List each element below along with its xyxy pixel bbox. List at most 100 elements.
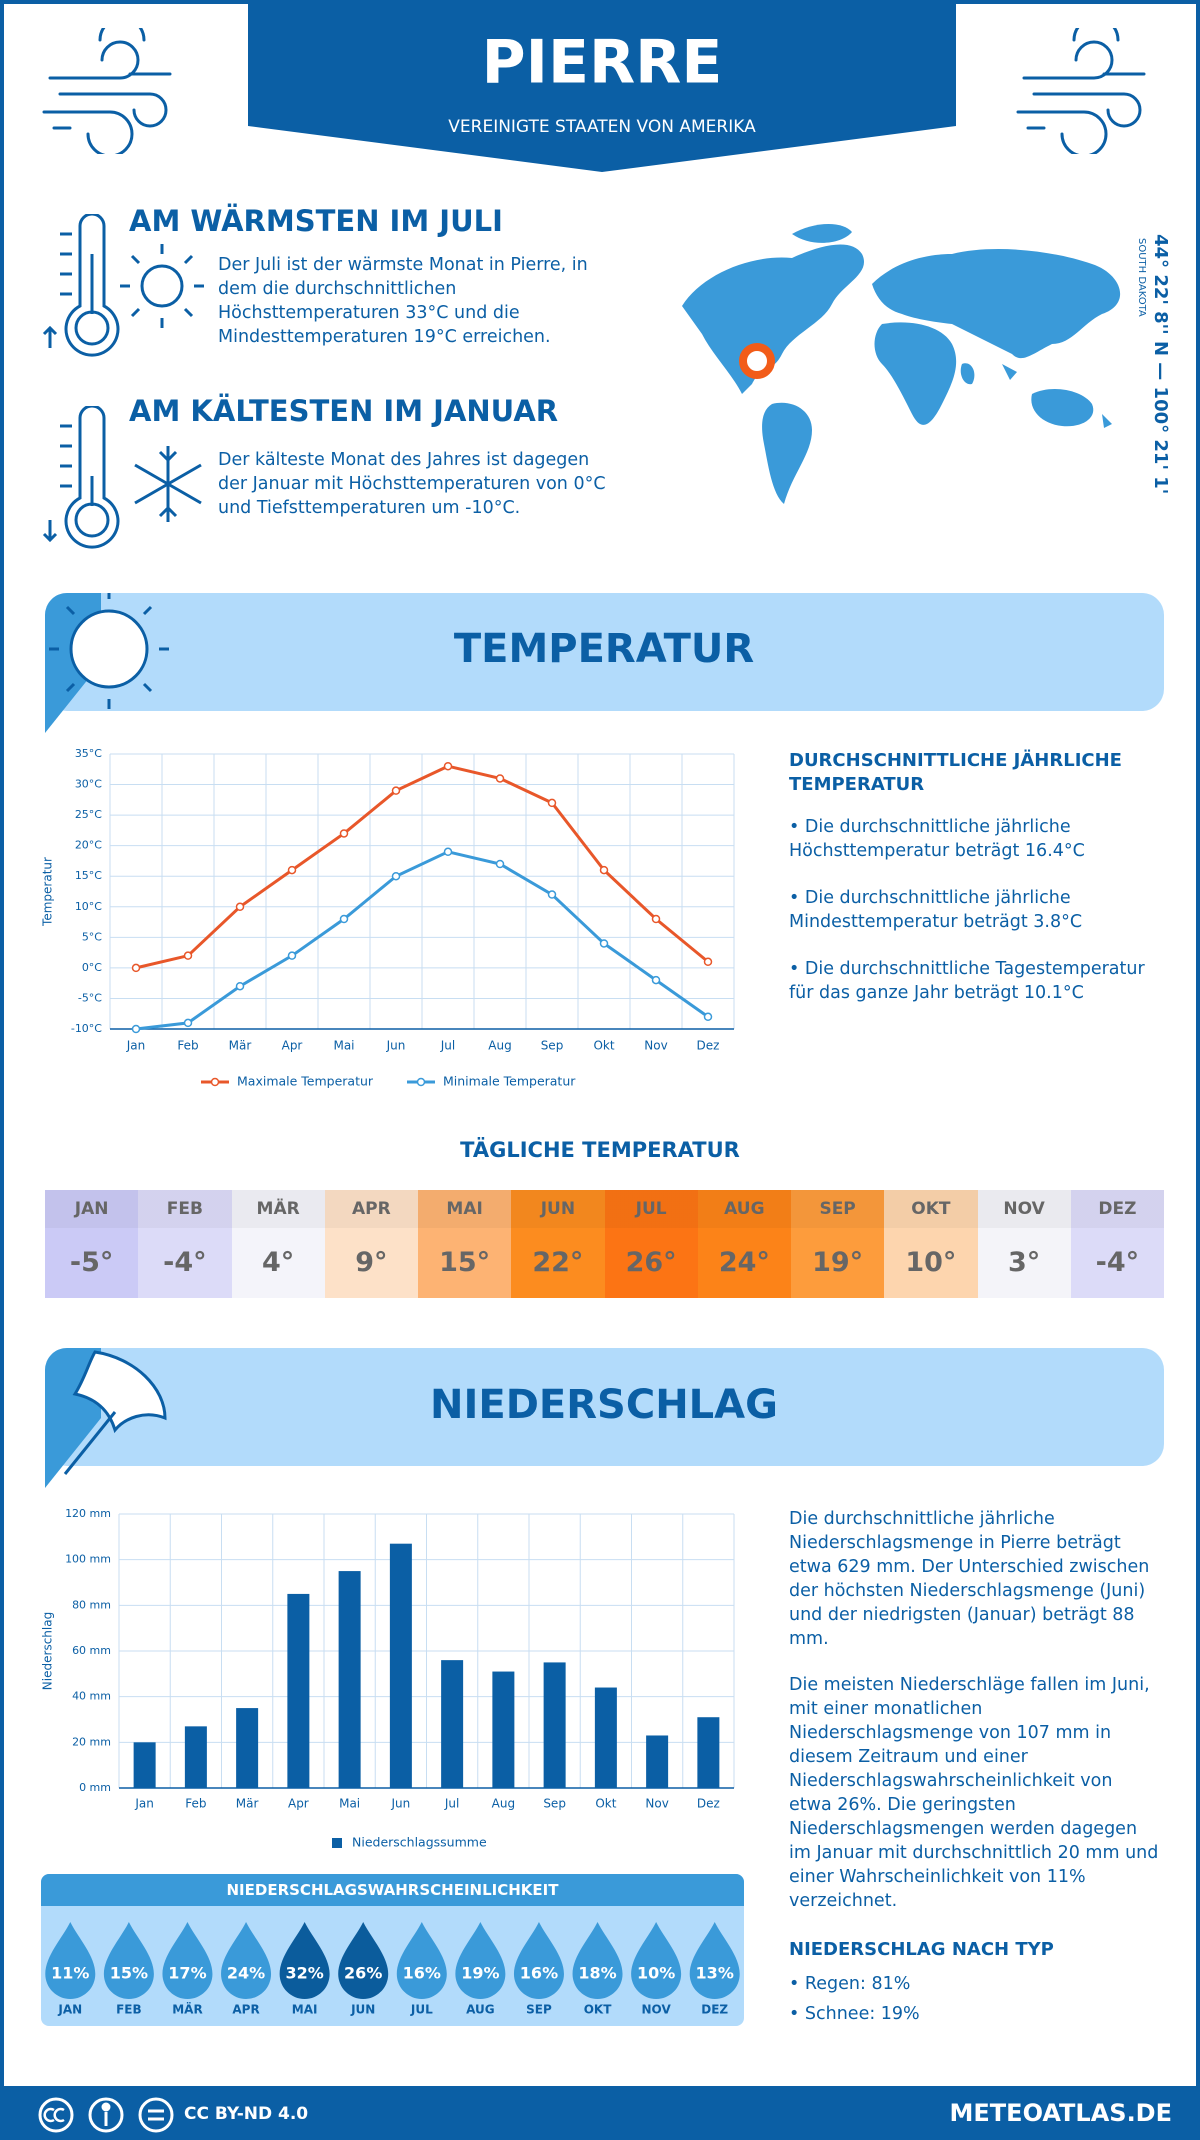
x-tick-label: Sep — [543, 1797, 566, 1811]
month-header: DEZ — [1070, 1190, 1164, 1228]
bar — [184, 1726, 207, 1788]
probability-month: NOV — [642, 2003, 672, 2017]
temperature-banner — [45, 593, 1164, 711]
x-tick-label: Sep — [541, 1039, 564, 1053]
world-map — [682, 223, 1121, 504]
bar — [236, 1708, 259, 1788]
probability-title: NIEDERSCHLAGSWAHRSCHEINLICHKEIT — [41, 1874, 744, 1906]
series-point — [235, 981, 245, 991]
footer: CC BY-ND 4.0 METEOATLAS.DE — [4, 2086, 1196, 2140]
probability-month: SEP — [526, 2003, 552, 2017]
month-header: SEP — [791, 1190, 885, 1228]
month-temperature: -5° — [45, 1228, 139, 1298]
bar — [646, 1735, 669, 1788]
x-tick-label: Dez — [697, 1039, 720, 1053]
probability-drop — [689, 1922, 740, 1999]
y-tick-label: 5°C — [82, 930, 102, 943]
city-title: PIERRE — [482, 28, 723, 98]
daily-table: JAN -5° FEB -4° MÄR 4° APR 9° MAI 15° JUN 22° JUL 26°… — [45, 1190, 1164, 1298]
bar — [697, 1717, 720, 1788]
month-temperature: 22° — [511, 1228, 605, 1298]
probability-label: 24% — [227, 1964, 265, 1983]
series-point — [131, 963, 141, 973]
series-point — [391, 871, 401, 881]
probability-drops: 11% JAN 15% FEB 17% MÄR 24% APR 32% MAI 26% JUN 16% J… — [45, 1922, 740, 2017]
x-tick-label: Jun — [391, 1797, 411, 1811]
series-point — [599, 939, 609, 948]
wind-icon — [42, 28, 172, 154]
month-header: MÄR — [231, 1190, 325, 1228]
summary-bullet: • Die durchschnittliche jährliche Höchst… — [789, 817, 1085, 861]
type-item: • Regen: 81% — [789, 1974, 911, 1994]
probability-drop — [338, 1922, 389, 1999]
x-tick-label: Okt — [593, 1039, 614, 1053]
bar — [441, 1660, 464, 1788]
y-tick-label: 0 mm — [79, 1781, 111, 1794]
y-tick-label: -10°C — [71, 1022, 102, 1035]
bar — [389, 1543, 412, 1788]
legend-swatch-point — [210, 1077, 220, 1087]
header-banner: PIERRE VEREINIGTE STAATEN VON AMERIKA — [248, 4, 956, 172]
country-subtitle: VEREINIGTE STAATEN VON AMERIKA — [448, 117, 756, 137]
probability-month: FEB — [116, 2003, 142, 2017]
month-header: NOV — [977, 1190, 1071, 1228]
site-name[interactable]: METEOATLAS.DE — [949, 2099, 1172, 2127]
bar — [543, 1662, 566, 1788]
precipitation-title: NIEDERSCHLAG — [430, 1382, 778, 1428]
series-point — [495, 859, 505, 869]
series-point — [235, 902, 245, 912]
summary-heading: DURCHSCHNITTLICHE JÄHRLICHE TEMPERATUR — [789, 750, 1122, 795]
precip-paragraph: Die meisten Niederschläge fallen im Juni… — [789, 1675, 1159, 1911]
x-tick-label: Apr — [282, 1039, 303, 1053]
probability-month: OKT — [584, 2003, 613, 2017]
series-point — [651, 914, 661, 924]
probability-month: AUG — [466, 2003, 495, 2017]
y-tick-label: 40 mm — [72, 1690, 111, 1703]
y-tick-label: 10°C — [75, 900, 102, 913]
license-icons — [38, 2097, 174, 2133]
precipitation-banner — [45, 1348, 1164, 1466]
series-point — [183, 1018, 193, 1028]
series-line — [135, 850, 709, 1031]
probability-month: JUN — [350, 2003, 375, 2017]
probability-month: MAI — [292, 2003, 318, 2017]
x-tick-label: Jan — [126, 1039, 146, 1053]
probability-drop — [279, 1922, 330, 1999]
x-tick-label: Mär — [236, 1797, 259, 1811]
x-tick-label: Aug — [488, 1039, 511, 1053]
x-tick-label: Dez — [697, 1797, 720, 1811]
month-header: MAI — [418, 1190, 512, 1228]
month-temperature: 4° — [231, 1228, 325, 1298]
bar — [594, 1687, 617, 1788]
daily-title: TÄGLICHE TEMPERATUR — [460, 1138, 740, 1162]
probability-label: 32% — [285, 1964, 323, 1983]
series-point — [287, 951, 297, 960]
probability-month: JUL — [410, 2003, 433, 2017]
probability-label: 16% — [520, 1964, 558, 1983]
month-header: AUG — [697, 1190, 791, 1228]
y-axis-label: Niederschlag — [41, 1612, 55, 1690]
month-header: APR — [324, 1190, 418, 1228]
probability-label: 19% — [461, 1964, 499, 1983]
x-tick-label: Mär — [229, 1039, 252, 1053]
probability-label: 13% — [696, 1964, 734, 1983]
legend-swatch-point — [416, 1077, 426, 1087]
x-tick-label: Mai — [333, 1039, 354, 1053]
warm-icon — [42, 214, 204, 357]
y-tick-label: 120 mm — [65, 1507, 111, 1520]
x-tick-label: Jan — [134, 1797, 154, 1811]
type-item: • Schnee: 19% — [789, 2004, 920, 2024]
bar — [338, 1571, 361, 1788]
y-tick-label: 30°C — [75, 778, 102, 791]
x-tick-label: Feb — [185, 1797, 206, 1811]
temperature-chart: -10°C -5°C 0°C 5°C 10°C 15°C 20°C 25°C 30°C 35°C J… — [41, 747, 735, 1089]
temperature-title: TEMPERATUR — [453, 626, 755, 672]
y-tick-label: 15°C — [75, 869, 102, 882]
x-tick-label: Jul — [444, 1797, 459, 1811]
y-tick-label: 25°C — [75, 808, 102, 821]
probability-label: 16% — [403, 1964, 441, 1983]
x-tick-label: Okt — [595, 1797, 616, 1811]
month-temperature: 15° — [418, 1228, 512, 1298]
coldest-text: Der kälteste Monat des Jahres ist dagege… — [218, 450, 606, 518]
x-tick-label: Aug — [492, 1797, 515, 1811]
